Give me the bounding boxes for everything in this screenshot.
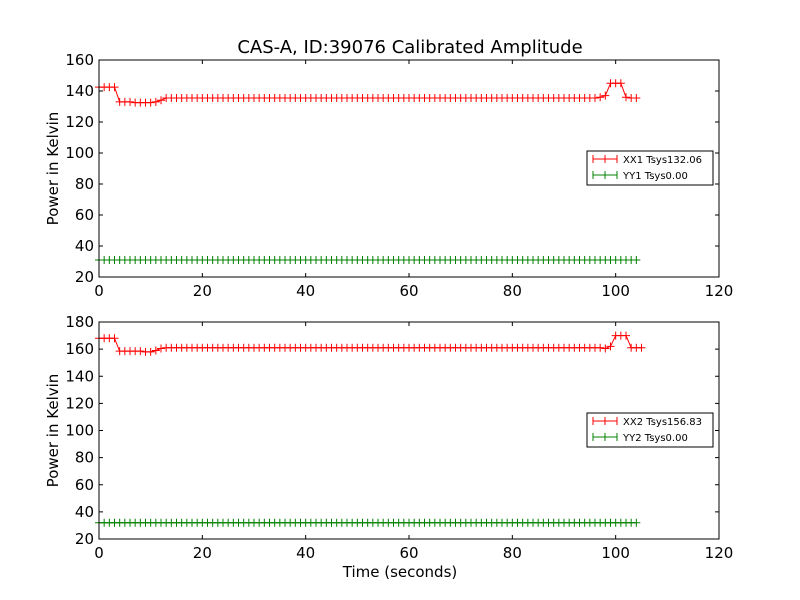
data-point (637, 343, 646, 352)
y-tick-label: 180 (65, 313, 94, 331)
data-point (157, 96, 165, 105)
x-tick-label: 20 (193, 282, 212, 300)
legend-item: XX2 Tsys156.83 (592, 417, 702, 428)
data-point (596, 93, 605, 102)
plot-panels: 0 20 40 60 80 100 12020406080100120140160Power… (44, 51, 733, 581)
x-tick-label: 120 (705, 282, 734, 300)
x-tick-label: 60 (399, 282, 418, 300)
legend-item: XX1 Tsys132.06 (592, 155, 702, 166)
data-point (632, 518, 641, 527)
series-2-1 (95, 331, 646, 356)
data-point (126, 97, 134, 106)
chart-panel-1: 0 20 40 60 80 100 12020406080100120140160Power… (44, 51, 733, 300)
data-point (151, 346, 160, 355)
x-tick-label: 80 (503, 282, 522, 300)
series-1-2 (95, 255, 641, 264)
legend: XX1 Tsys132.06 YY1 Tsys0.00 (586, 150, 714, 186)
data-point (110, 334, 119, 343)
x-axis-label: Time (seconds) (342, 563, 458, 581)
data-point (601, 91, 610, 100)
x-tick-label: 40 (296, 544, 315, 562)
data-point (591, 93, 599, 102)
y-axis-label: Power in Kelvin (44, 112, 62, 226)
legend-swatch (592, 171, 618, 179)
y-tick-label: 40 (75, 503, 94, 521)
data-point (632, 255, 641, 264)
legend-swatch (592, 433, 618, 441)
data-point (601, 344, 610, 353)
data-point (606, 342, 615, 351)
y-tick-label: 120 (65, 394, 94, 412)
x-tick-label: 100 (601, 544, 630, 562)
chart-title: CAS-A, ID:39076 Calibrated Amplitude (237, 37, 582, 58)
y-tick-label: 60 (75, 476, 94, 494)
legend-label: XX2 Tsys156.83 (623, 417, 702, 428)
chart-panel-2: 0 20 40 60 80 100 12020406080100120140160180Po… (44, 313, 733, 581)
y-tick-label: 80 (75, 175, 94, 193)
x-tick-label: 80 (503, 544, 522, 562)
x-tick-label: 120 (705, 544, 734, 562)
y-tick-label: 40 (75, 237, 94, 255)
x-tick-label: 40 (296, 282, 315, 300)
data-point (622, 331, 630, 340)
data-point (596, 343, 605, 352)
y-tick-label: 80 (75, 449, 94, 467)
legend-swatch (592, 155, 618, 163)
data-point (622, 93, 630, 102)
data-point (157, 344, 165, 353)
legend-label: YY2 Tsys0.00 (622, 433, 688, 444)
y-tick-label: 140 (65, 82, 94, 100)
legend-item: YY1 Tsys0.00 (592, 171, 688, 182)
data-point (151, 97, 160, 106)
data-point (632, 93, 641, 102)
legend-item: YY2 Tsys0.00 (592, 433, 688, 444)
x-tick-label: 0 (94, 544, 104, 562)
y-tick-label: 140 (65, 367, 94, 385)
data-point (136, 347, 145, 356)
y-tick-label: 160 (65, 340, 94, 358)
data-point (110, 83, 119, 92)
x-tick-label: 20 (193, 544, 212, 562)
legend-frame (586, 150, 714, 186)
x-tick-label: 0 (94, 282, 104, 300)
y-tick-label: 60 (75, 206, 94, 224)
data-point (146, 98, 155, 107)
legend-swatch (592, 417, 618, 425)
x-tick-label: 60 (399, 544, 418, 562)
y-tick-label: 160 (65, 51, 94, 69)
data-point (146, 347, 155, 356)
series-1-1 (95, 79, 641, 107)
legend-label: XX1 Tsys132.06 (623, 155, 702, 166)
legend-label: YY1 Tsys0.00 (622, 171, 688, 182)
y-tick-label: 100 (65, 144, 94, 162)
legend-frame (586, 412, 714, 448)
y-tick-label: 120 (65, 113, 94, 131)
series-2-2 (95, 518, 641, 527)
y-tick-label: 100 (65, 422, 94, 440)
legend: XX2 Tsys156.83 YY2 Tsys0.00 (586, 412, 714, 448)
x-tick-label: 100 (601, 282, 630, 300)
data-point (616, 79, 625, 88)
y-tick-label: 20 (75, 530, 94, 548)
y-tick-label: 20 (75, 268, 94, 286)
y-axis-label: Power in Kelvin (44, 374, 62, 488)
